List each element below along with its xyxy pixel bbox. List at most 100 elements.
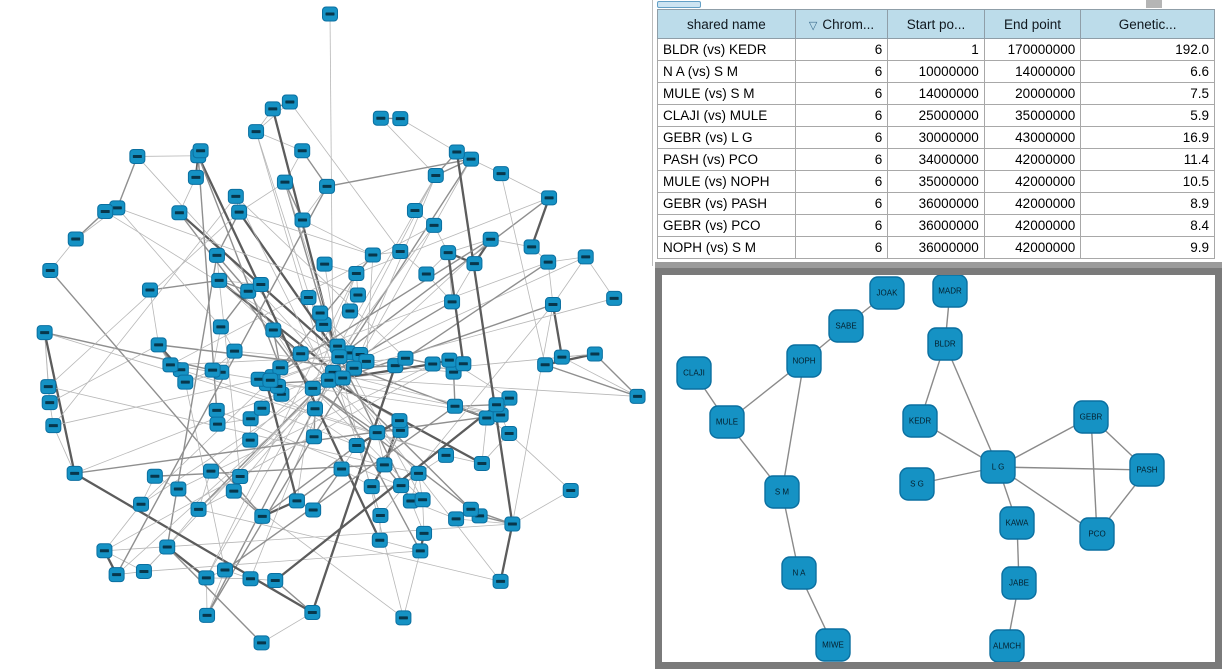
- network-node[interactable]: [208, 247, 225, 263]
- table-cell[interactable]: CLAJI (vs) MULE: [657, 104, 796, 127]
- network-node[interactable]: [393, 478, 410, 494]
- table-cell[interactable]: 6: [794, 82, 889, 105]
- table-cell[interactable]: GEBR (vs) PCO: [657, 214, 796, 237]
- table-cell[interactable]: 6: [794, 38, 889, 61]
- node-shape[interactable]: [980, 450, 1016, 484]
- network-node[interactable]: [426, 217, 443, 233]
- network-node[interactable]: [254, 508, 271, 524]
- table-cell[interactable]: GEBR (vs) L G: [657, 126, 796, 149]
- network-node-sabe[interactable]: SABE: [828, 309, 864, 343]
- network-node[interactable]: [346, 360, 363, 376]
- network-node[interactable]: [322, 6, 338, 22]
- table-cell[interactable]: 192.0: [1080, 38, 1215, 61]
- network-node[interactable]: [45, 418, 62, 434]
- network-node[interactable]: [231, 204, 248, 220]
- network-node[interactable]: [441, 352, 458, 368]
- table-cell[interactable]: 6: [794, 192, 889, 215]
- horizontal-scrollbar-thumb[interactable]: [657, 1, 701, 8]
- table-cell[interactable]: 35000000: [983, 104, 1082, 127]
- table-cell[interactable]: 8.9: [1080, 192, 1215, 215]
- network-node[interactable]: [348, 266, 365, 282]
- node-shape[interactable]: [676, 356, 712, 390]
- network-node[interactable]: [281, 94, 298, 110]
- network-node[interactable]: [369, 425, 386, 441]
- panel-splitter[interactable]: [652, 0, 653, 266]
- table-row[interactable]: MULE (vs) S M 6 14000000 20000000 7.5: [657, 82, 1215, 105]
- network-node[interactable]: [482, 231, 499, 247]
- network-node[interactable]: [276, 174, 293, 190]
- network-node[interactable]: [216, 562, 233, 578]
- network-node[interactable]: [187, 169, 204, 185]
- network-node[interactable]: [412, 543, 429, 559]
- network-node[interactable]: [108, 567, 125, 583]
- filter-icon[interactable]: ▽: [808, 19, 818, 32]
- network-node[interactable]: [334, 370, 351, 386]
- network-node[interactable]: [305, 502, 322, 518]
- node-shape[interactable]: [1079, 517, 1115, 551]
- network-node[interactable]: [629, 388, 646, 404]
- network-node[interactable]: [544, 297, 561, 313]
- network-node[interactable]: [41, 395, 58, 411]
- table-cell[interactable]: 5.9: [1080, 104, 1215, 127]
- network-node-s-g[interactable]: S G: [899, 467, 935, 501]
- table-cell[interactable]: 10.5: [1080, 170, 1215, 193]
- table-cell[interactable]: MULE (vs) S M: [657, 82, 796, 105]
- network-node[interactable]: [242, 571, 259, 587]
- network-node[interactable]: [253, 400, 270, 416]
- network-node[interactable]: [225, 483, 242, 499]
- network-node[interactable]: [292, 346, 309, 362]
- network-node[interactable]: [504, 516, 521, 532]
- network-node[interactable]: [129, 148, 146, 164]
- network-node[interactable]: [410, 465, 427, 481]
- node-shape[interactable]: [899, 467, 935, 501]
- network-node-joak[interactable]: JOAK: [869, 276, 905, 310]
- network-node[interactable]: [170, 481, 187, 497]
- network-node[interactable]: [208, 402, 225, 418]
- node-shape[interactable]: [828, 309, 864, 343]
- network-node-gebr[interactable]: GEBR: [1073, 400, 1109, 434]
- network-node[interactable]: [392, 111, 409, 127]
- table-row[interactable]: GEBR (vs) L G 6 30000000 43000000 16.9: [657, 126, 1215, 149]
- node-shape[interactable]: [869, 276, 905, 310]
- network-node[interactable]: [150, 337, 167, 353]
- network-node[interactable]: [312, 305, 329, 321]
- table-row[interactable]: NOPH (vs) S M 6 36000000 42000000 9.9: [657, 236, 1215, 259]
- table-cell[interactable]: 42000000: [983, 170, 1082, 193]
- network-node[interactable]: [523, 239, 540, 255]
- table-cell[interactable]: 170000000: [983, 38, 1082, 61]
- network-node[interactable]: [577, 249, 594, 265]
- network-node[interactable]: [562, 482, 579, 498]
- table-cell[interactable]: 6: [794, 148, 889, 171]
- network-node[interactable]: [262, 372, 279, 388]
- network-node[interactable]: [319, 178, 336, 194]
- network-node[interactable]: [288, 493, 305, 509]
- network-node-jabe[interactable]: JABE: [1001, 566, 1037, 600]
- network-node[interactable]: [414, 492, 431, 508]
- table-cell[interactable]: MULE (vs) NOPH: [657, 170, 796, 193]
- network-node[interactable]: [462, 501, 479, 517]
- network-node[interactable]: [212, 319, 229, 335]
- column-header-chrom[interactable]: ▽ Chrom...: [794, 9, 889, 39]
- table-row[interactable]: GEBR (vs) PCO 6 36000000 42000000 8.4: [657, 214, 1215, 237]
- network-node-s-m[interactable]: S M: [764, 475, 800, 509]
- node-shape[interactable]: [927, 327, 963, 361]
- table-cell[interactable]: 14000000: [983, 60, 1082, 83]
- node-shape[interactable]: [781, 556, 817, 590]
- table-cell[interactable]: 6: [794, 236, 889, 259]
- network-node[interactable]: [294, 143, 311, 159]
- table-cell[interactable]: N A (vs) S M: [657, 60, 796, 83]
- table-cell[interactable]: 43000000: [983, 126, 1082, 149]
- network-node[interactable]: [606, 290, 623, 306]
- network-node[interactable]: [320, 372, 337, 388]
- network-node[interactable]: [333, 461, 350, 477]
- table-row[interactable]: N A (vs) S M 6 10000000 14000000 6.6: [657, 60, 1215, 83]
- network-node[interactable]: [331, 349, 348, 365]
- network-node[interactable]: [316, 256, 333, 272]
- network-node[interactable]: [406, 203, 423, 219]
- network-node[interactable]: [466, 256, 483, 272]
- table-cell[interactable]: 6: [794, 214, 889, 237]
- network-node[interactable]: [424, 356, 441, 372]
- network-node[interactable]: [146, 468, 163, 484]
- column-header-genetic[interactable]: Genetic...: [1080, 9, 1215, 39]
- node-shape[interactable]: [1001, 566, 1037, 600]
